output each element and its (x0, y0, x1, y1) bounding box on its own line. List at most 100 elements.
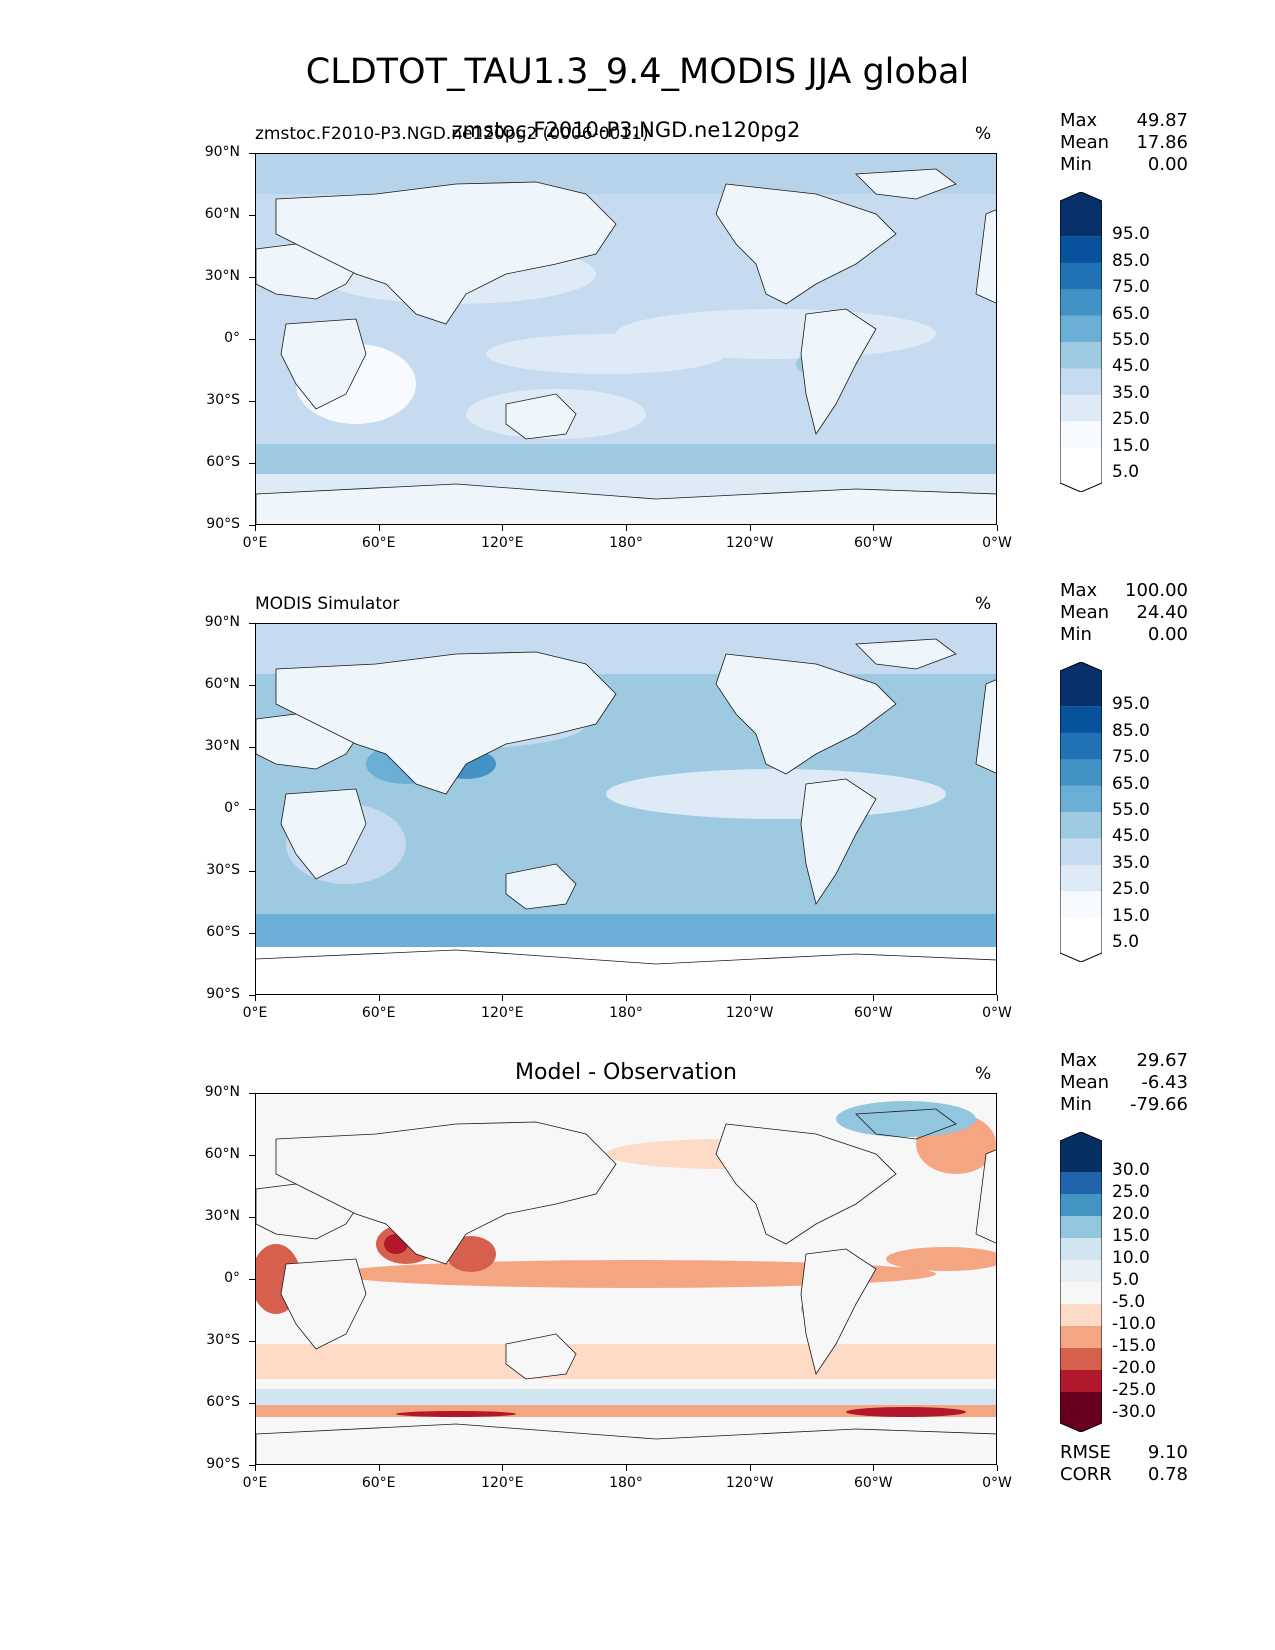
corr-label: CORR (1060, 1464, 1112, 1485)
colorbar-segment (1060, 1194, 1102, 1217)
x-tick-label: 120°W (725, 1475, 774, 1491)
x-tick (749, 525, 751, 531)
y-tick-label: 30°N (204, 268, 240, 284)
panel-1-map (255, 153, 997, 525)
y-tick-label: 30°S (206, 1332, 240, 1348)
y-tick-label: 90°S (206, 986, 240, 1002)
y-tick-label: 60°N (204, 206, 240, 222)
x-tick (873, 1465, 875, 1471)
x-tick (873, 525, 875, 531)
colorbar-level-label: 45.0 (1112, 826, 1150, 847)
colorbar-segment (1060, 1238, 1102, 1261)
panel-1-map-svg (256, 154, 996, 524)
panel-3-colorbar (1060, 1132, 1102, 1432)
y-tick (249, 277, 255, 278)
max-value: 100.00 (1125, 580, 1188, 601)
x-tick-label: 0°E (242, 1005, 268, 1021)
x-tick-label: 60°E (361, 1475, 396, 1491)
colorbar-segment (1060, 394, 1102, 422)
mean-label: Mean (1060, 602, 1110, 623)
colorbar-level-label: 15.0 (1112, 1226, 1150, 1246)
x-tick-label: 120°E (481, 1005, 524, 1021)
y-tick-label: 60°N (204, 676, 240, 692)
mean-value: -6.43 (1141, 1072, 1188, 1093)
colorbar-segment (1060, 1326, 1102, 1349)
colorbar-level-label: 75.0 (1112, 747, 1150, 768)
colorbar-segment (1060, 447, 1102, 492)
colorbar-segment (1060, 236, 1102, 264)
min-value: -79.66 (1129, 1094, 1188, 1115)
y-tick (249, 215, 255, 216)
x-tick-label: 60°W (853, 535, 893, 551)
colorbar-segment (1060, 838, 1102, 866)
rmse-value: 9.10 (1147, 1442, 1188, 1463)
y-tick (249, 1341, 255, 1342)
min-label: Min (1060, 1094, 1092, 1115)
colorbar-segment (1060, 812, 1102, 839)
y-tick-label: 90°N (204, 1084, 240, 1100)
y-tick (249, 1155, 255, 1156)
max-value: 49.87 (1136, 110, 1188, 131)
x-tick (626, 525, 627, 531)
colorbar-segment (1060, 1282, 1102, 1305)
colorbar-level-label: 25.0 (1112, 879, 1150, 900)
y-tick (249, 623, 255, 624)
panel-1-units: % (975, 124, 992, 144)
panel-3-units: % (975, 1064, 992, 1084)
colorbar-level-label: 5.0 (1112, 1270, 1140, 1290)
y-tick (249, 1093, 255, 1094)
panel-3-map-svg (256, 1094, 996, 1464)
panel-3-map (255, 1093, 997, 1465)
colorbar-level-label: -10.0 (1112, 1314, 1156, 1334)
min-value: 0.00 (1147, 624, 1188, 645)
colorbar-segment (1060, 368, 1102, 396)
mean-label: Mean (1060, 132, 1110, 153)
colorbar-level-label: 15.0 (1112, 435, 1150, 456)
y-tick-label: 60°S (206, 924, 240, 940)
colorbar-segment (1060, 1348, 1102, 1371)
x-tick (626, 1465, 627, 1471)
y-tick-label: 60°S (206, 1394, 240, 1410)
colorbar-segment (1060, 262, 1102, 290)
colorbar-level-label: 55.0 (1112, 330, 1150, 350)
y-tick-label: 90°N (204, 144, 240, 160)
y-tick (249, 871, 255, 872)
colorbar-segment (1060, 891, 1102, 919)
y-tick-label: 30°N (204, 1208, 240, 1224)
x-tick-label: 180° (609, 535, 643, 551)
panel-2-map (255, 623, 997, 995)
colorbar-level-label: -20.0 (1112, 1358, 1156, 1378)
colorbar-segment (1060, 662, 1102, 707)
colorbar-level-label: -5.0 (1112, 1292, 1146, 1312)
colorbar-level-label: -15.0 (1112, 1336, 1156, 1356)
colorbar-segment (1060, 1304, 1102, 1327)
colorbar-level-label: 10.0 (1112, 1248, 1150, 1268)
figure-title: CLDTOT_TAU1.3_9.4_MODIS JJA global (305, 52, 970, 92)
x-tick-label: 0°W (982, 1475, 1012, 1491)
x-tick-label: 0°E (242, 535, 268, 551)
x-tick (749, 995, 751, 1001)
panel-2-map-svg (256, 624, 996, 994)
y-tick-label: 90°S (206, 1456, 240, 1472)
colorbar-level-label: 65.0 (1112, 303, 1150, 324)
y-tick-label: 30°S (206, 392, 240, 408)
x-tick-label: 120°W (725, 535, 774, 551)
colorbar-level-label: 75.0 (1112, 277, 1150, 298)
colorbar-level-label: 55.0 (1112, 800, 1150, 820)
y-tick-label: 30°S (206, 862, 240, 878)
x-tick-label: 60°E (361, 1005, 396, 1021)
x-tick-label: 0°W (982, 535, 1012, 551)
mean-label: Mean (1060, 1072, 1110, 1093)
panel-2-units: % (975, 594, 992, 614)
x-tick (378, 525, 380, 531)
x-tick (997, 1465, 998, 1471)
x-tick-label: 60°E (361, 535, 396, 551)
y-tick (249, 685, 255, 686)
y-tick-label: 60°S (206, 454, 240, 470)
y-tick-label: 30°N (204, 738, 240, 754)
colorbar-segment (1060, 342, 1102, 369)
x-tick-label: 60°W (853, 1005, 893, 1021)
x-tick (997, 995, 998, 1001)
colorbar-level-label: 95.0 (1112, 694, 1150, 715)
colorbar-segment (1060, 1260, 1102, 1283)
